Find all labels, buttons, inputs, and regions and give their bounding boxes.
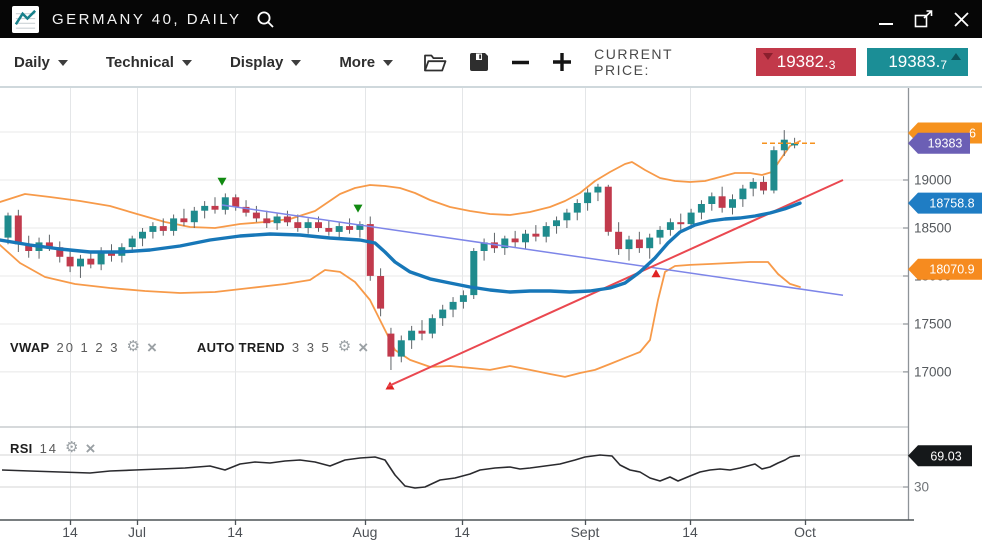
- zoom-in-button[interactable]: [552, 52, 572, 72]
- trend-line-down[interactable]: [221, 204, 844, 296]
- sell-price-badge[interactable]: 19382. 3: [755, 48, 857, 76]
- popout-icon[interactable]: [914, 10, 934, 28]
- vwap-legend-label: VWAP: [10, 339, 50, 355]
- vwap-remove-icon[interactable]: ×: [146, 337, 157, 357]
- menu-daily[interactable]: Daily: [14, 54, 68, 71]
- sell-signal-marker: [217, 177, 227, 186]
- vwap-settings-icon[interactable]: ⚙: [126, 338, 140, 355]
- chevron-down-icon: [383, 60, 394, 66]
- close-icon[interactable]: [953, 11, 970, 28]
- current-price-group: CURRENT PRICE: 19382. 3 19383. 7: [594, 46, 968, 78]
- svg-text:19383: 19383: [928, 137, 963, 151]
- rsi-legend-params: 14: [39, 440, 59, 456]
- buy-price-int: 19383.: [888, 52, 941, 71]
- sell-price-dec: 3: [828, 57, 836, 72]
- x-axis-label: 14: [454, 524, 470, 540]
- x-axis-label: 14: [682, 524, 698, 540]
- chevron-down-icon: [291, 60, 302, 66]
- search-icon[interactable]: [256, 10, 275, 29]
- candles: [4, 130, 799, 370]
- folder-open-icon: [424, 54, 447, 71]
- x-axis-label: 14: [227, 524, 243, 540]
- vwap-badge: [908, 192, 982, 214]
- save-chart-button[interactable]: [469, 52, 489, 72]
- x-axis-label: Aug: [353, 524, 378, 540]
- sell-price-int: 19382.: [776, 52, 829, 71]
- svg-text:18070.9: 18070.9: [929, 263, 974, 277]
- rsi-badge: [908, 445, 972, 467]
- auto-trend-legend-params: 3 3 5: [291, 339, 331, 355]
- x-axis-label: Sept: [571, 524, 600, 540]
- bollinger-lower-line: [0, 244, 801, 378]
- rsi-remove-icon[interactable]: ×: [85, 438, 96, 458]
- window-controls: [878, 10, 970, 28]
- minimize-icon[interactable]: [878, 11, 895, 28]
- menu-more[interactable]: More: [339, 53, 394, 71]
- sell-signal-marker: [353, 204, 363, 213]
- svg-text:18758.8: 18758.8: [929, 197, 974, 211]
- menu-display-label: Display: [229, 53, 284, 71]
- menu-technical[interactable]: Technical: [106, 54, 192, 71]
- rsi-line: [1, 454, 801, 489]
- vwap-legend-params: 20 1 2 3: [56, 339, 120, 355]
- buy-price-dec: 7: [940, 57, 948, 72]
- rsi-legend-label: RSI: [10, 440, 33, 456]
- title-bar: GERMANY 40, DAILY: [0, 0, 982, 38]
- band-lower-badge: [908, 258, 982, 280]
- menu-technical-label: Technical: [105, 53, 174, 71]
- last-price-badge: [908, 132, 970, 154]
- toolbar: Daily Technical Display More: [0, 38, 982, 88]
- app-logo-icon: [12, 5, 39, 33]
- save-icon: [470, 53, 489, 71]
- open-chart-button[interactable]: [423, 52, 447, 73]
- menu-daily-label: Daily: [14, 53, 50, 71]
- bollinger-upper-line: [0, 140, 801, 229]
- x-axis-label: Jul: [128, 524, 146, 540]
- menu-more-label: More: [339, 53, 376, 71]
- svg-text:6: 6: [969, 127, 976, 141]
- chart-canvas[interactable]: 14Jul14Aug14Sept14Oct1900018500180001750…: [0, 88, 982, 550]
- y-axis-label: 19000: [914, 173, 952, 188]
- chevron-down-icon: [181, 60, 192, 66]
- rsi-axis-label: 30: [914, 480, 929, 495]
- auto-trend-legend-label: AUTO TREND: [196, 339, 285, 355]
- arrow-up-icon: [950, 53, 961, 60]
- current-price-label: CURRENT PRICE:: [594, 46, 673, 78]
- auto-trend-settings-icon[interactable]: ⚙: [337, 338, 352, 355]
- rsi-pane-legend: RSI 14 ⚙ ×: [10, 438, 96, 458]
- buy-signal-marker: [651, 269, 661, 278]
- x-axis-label: Oct: [794, 524, 816, 540]
- chart-area: 14Jul14Aug14Sept14Oct1900018500180001750…: [0, 88, 982, 550]
- vwap-line: [0, 201, 802, 294]
- y-axis-label: 17000: [914, 364, 952, 379]
- svg-text:69.03: 69.03: [930, 449, 961, 463]
- chevron-down-icon: [57, 60, 68, 66]
- x-axis-label: 14: [62, 524, 78, 540]
- auto-trend-remove-icon[interactable]: ×: [358, 337, 369, 357]
- rsi-settings-icon[interactable]: ⚙: [65, 439, 79, 456]
- minus-icon: [512, 60, 530, 64]
- buy-price-badge[interactable]: 19383. 7: [867, 48, 968, 76]
- main-pane-legend: VWAP 20 1 2 3 ⚙ × AUTO TREND 3 3 5 ⚙ ×: [10, 337, 369, 357]
- plus-icon: [553, 53, 572, 71]
- zoom-out-button[interactable]: [511, 53, 530, 72]
- y-axis-label: 18500: [914, 221, 952, 236]
- y-axis-label: 17500: [914, 317, 952, 332]
- menu-display[interactable]: Display: [229, 53, 302, 71]
- chart-title: GERMANY 40, DAILY: [52, 10, 242, 28]
- arrow-down-icon: [762, 53, 773, 60]
